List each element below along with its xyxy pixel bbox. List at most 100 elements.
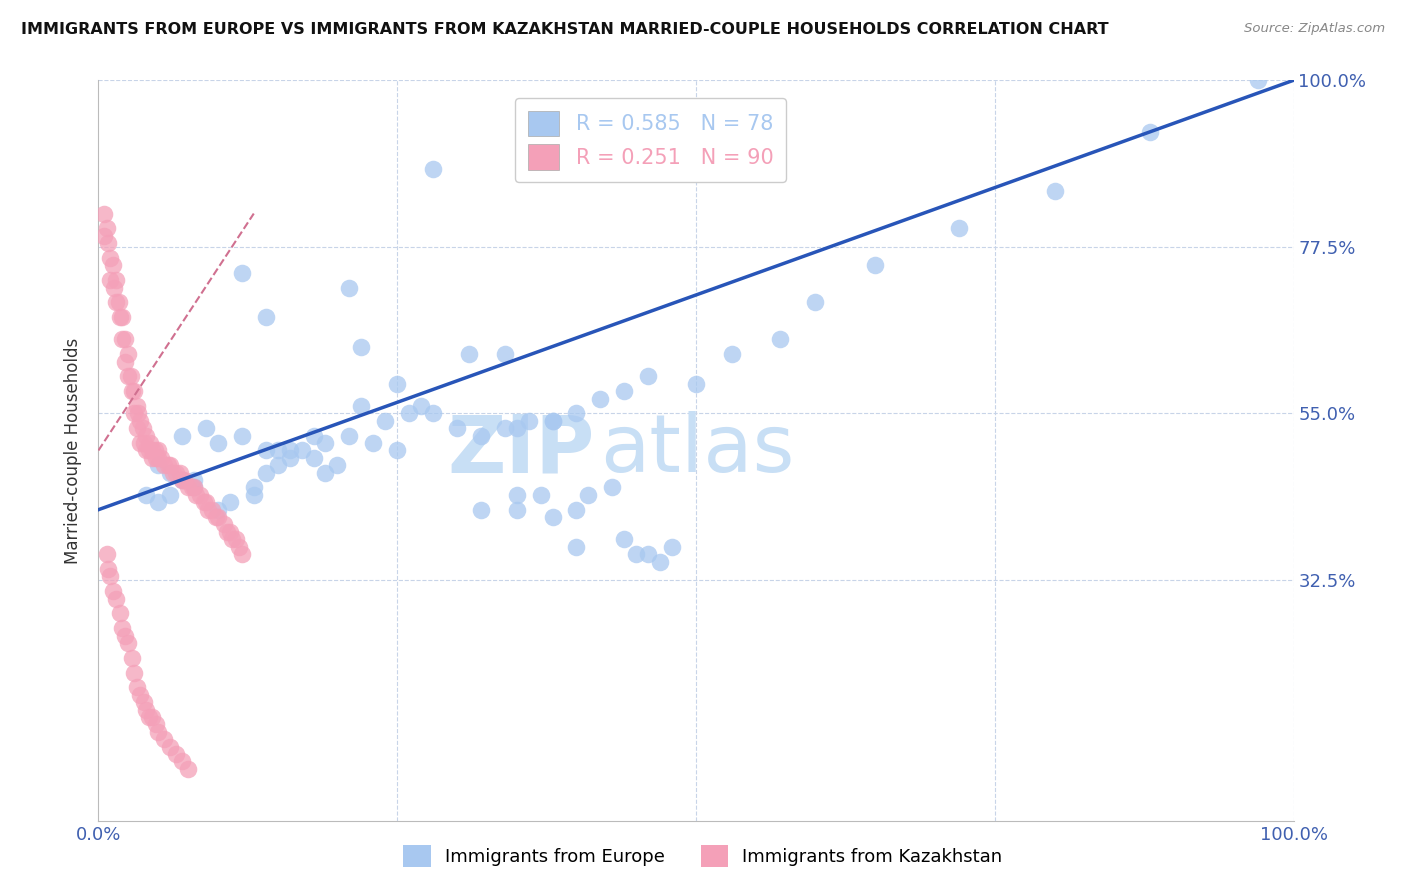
Point [458,347,481,361]
Point [101,259,124,273]
Point [1043,184,1066,198]
Point [125,399,148,413]
Point [188,488,211,502]
Point [350,399,373,413]
Point [948,221,970,235]
Point [103,280,125,294]
Point [97,562,120,576]
Point [180,480,202,494]
Point [195,421,218,435]
Point [114,332,136,346]
Legend: R = 0.585   N = 78, R = 0.251   N = 90: R = 0.585 N = 78, R = 0.251 N = 90 [515,98,786,182]
Point [105,273,128,287]
Point [589,392,612,406]
Point [578,488,600,502]
Point [148,495,170,509]
Point [148,450,170,465]
Point [153,732,176,747]
Point [207,436,229,450]
Point [98,273,122,287]
Point [148,443,170,458]
Point [302,450,325,465]
Point [565,407,588,421]
Point [138,710,160,724]
Point [212,517,235,532]
Point [169,466,191,480]
Point [124,665,146,680]
Point [278,443,301,458]
Point [132,695,155,709]
Point [254,466,277,480]
Point [411,399,433,413]
Point [506,421,529,435]
Point [204,510,226,524]
Point [254,310,277,325]
Point [768,332,790,346]
Point [159,458,181,473]
Point [138,443,160,458]
Point [135,488,157,502]
Point [685,376,707,391]
Point [541,510,564,524]
Point [98,251,122,265]
Point [121,650,143,665]
Point [125,421,148,435]
Point [254,443,277,458]
Point [350,340,373,354]
Point [186,488,208,502]
Point [422,407,444,421]
Point [172,473,194,487]
Point [506,488,529,502]
Point [135,703,157,717]
Point [494,421,516,435]
Point [117,369,139,384]
Point [127,407,149,421]
Point [385,443,409,458]
Point [143,443,166,458]
Point [139,436,162,450]
Point [93,228,115,243]
Point [339,280,361,294]
Point [422,162,444,177]
Point [96,221,118,235]
Point [1247,73,1270,87]
Point [159,488,181,502]
Point [267,443,290,458]
Point [148,724,170,739]
Point [111,310,134,325]
Point [637,369,659,384]
Point [207,502,229,516]
Point [183,473,205,487]
Text: atlas: atlas [600,411,794,490]
Point [129,436,152,450]
Point [385,376,409,391]
Point [506,502,529,516]
Point [172,473,194,487]
Y-axis label: Married-couple Households: Married-couple Households [65,337,83,564]
Point [177,762,200,776]
Point [135,443,157,458]
Point [339,428,361,442]
Text: ZIP: ZIP [447,411,595,490]
Point [117,636,139,650]
Point [243,488,266,502]
Point [124,407,146,421]
Point [315,436,337,450]
Point [120,369,142,384]
Point [148,458,170,473]
Point [865,259,887,273]
Point [243,480,266,494]
Point [145,717,167,731]
Point [219,495,242,509]
Point [565,540,588,554]
Point [108,310,131,325]
Point [278,450,301,465]
Point [172,755,194,769]
Point [111,621,134,635]
Point [173,473,195,487]
Point [613,533,636,547]
Point [613,384,636,399]
Point [494,347,516,361]
Point [141,450,163,465]
Point [101,584,124,599]
